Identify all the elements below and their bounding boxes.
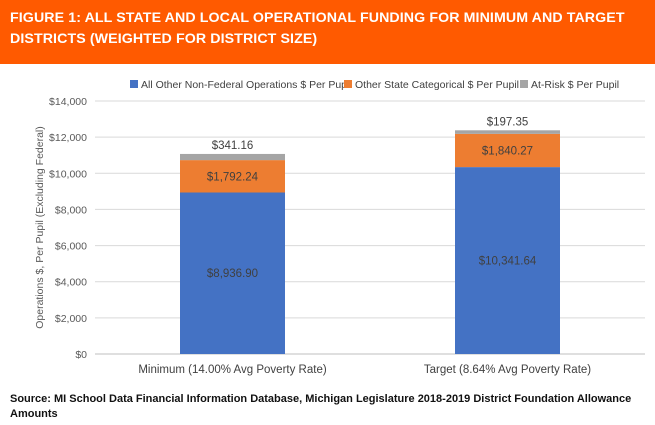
y-tick-label: $12,000 [49,132,87,144]
y-tick-label: $2,000 [55,313,87,325]
y-axis-title: Operations $, Per Pupil (Excluding Feder… [34,126,46,329]
data-label: $10,341.64 [479,256,537,268]
legend-label: At-Risk $ Per Pupil [531,79,619,91]
data-label: $1,840.27 [482,145,533,157]
y-tick-label: $10,000 [49,168,87,180]
bar-segment [180,160,285,193]
figure-title-banner: FIGURE 1: ALL STATE AND LOCAL OPERATIONA… [0,0,655,64]
data-label: $1,792.24 [207,171,259,183]
y-tick-label: $6,000 [55,241,87,253]
y-tick-label: $0 [75,349,87,361]
x-category-label: Target (8.64% Avg Poverty Rate) [424,364,591,376]
y-tick-label: $8,000 [55,204,87,216]
legend-swatch [344,80,352,88]
source-note: Source: MI School Data Financial Informa… [10,393,632,420]
legend-swatch [130,80,138,88]
bar-segment [180,192,285,354]
legend-label: All Other Non-Federal Operations $ Per P… [141,79,352,91]
data-label: $341.16 [212,140,254,152]
y-tick-label: $4,000 [55,277,87,289]
stacked-bar-chart: $0 $2,000 $4,000 $6,000 $8,000 $10,000 $12,000… [34,79,645,376]
legend-label: Other State Categorical $ Per Pupil [355,79,519,91]
bar-segment [455,167,560,354]
y-tick-label: $14,000 [49,96,87,108]
x-category-label: Minimum (14.00% Avg Poverty Rate) [138,364,327,376]
bar-segment [455,133,560,168]
data-label: $8,936.90 [207,268,258,280]
bar-segment [180,153,285,161]
legend-swatch [520,80,528,88]
data-label: $197.35 [487,116,529,128]
figure-title: FIGURE 1: ALL STATE AND LOCAL OPERATIONA… [10,10,625,47]
bar-segment [455,130,560,134]
